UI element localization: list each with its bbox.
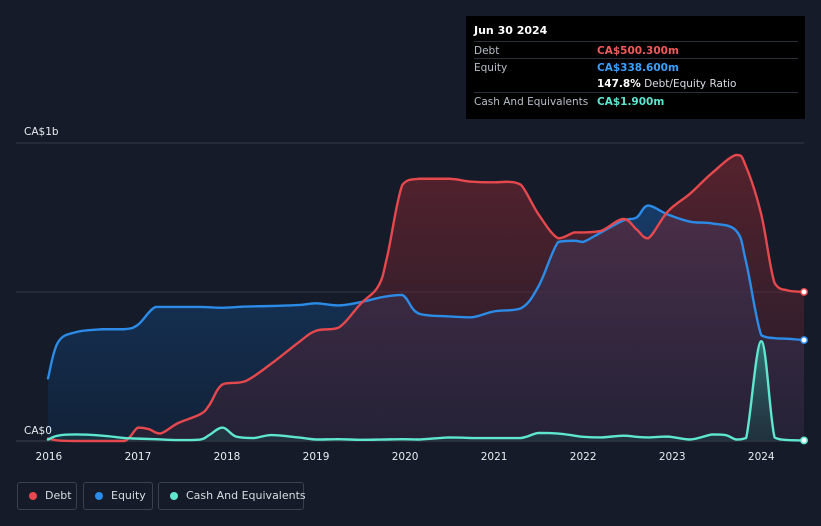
- legend-equity-dot: [95, 492, 103, 500]
- x-tick-2019: 2019: [303, 451, 330, 463]
- endpoint-equity[interactable]: [800, 336, 808, 345]
- x-tick-2024: 2024: [748, 451, 775, 463]
- legend-cash-label: Cash And Equivalents: [186, 489, 306, 502]
- x-tick-2022: 2022: [570, 451, 597, 463]
- tooltip-ratio-value: 147.8%: [597, 78, 641, 90]
- data-tooltip: Jun 30 2024 Debt CA$500.300m Equity CA$3…: [466, 16, 805, 119]
- tooltip-debt-value: CA$500.300m: [597, 45, 679, 57]
- tooltip-row-equity: Equity CA$338.600m: [474, 58, 798, 76]
- tooltip-equity-value: CA$338.600m: [597, 62, 679, 74]
- x-tick-2018: 2018: [214, 451, 241, 463]
- tooltip-row-debt: Debt CA$500.300m: [474, 41, 798, 59]
- legend-item-debt[interactable]: Debt: [17, 482, 77, 510]
- tooltip-row-ratio: 147.8% Debt/Equity Ratio: [474, 75, 798, 92]
- y-axis-bottom-label: CA$0: [24, 425, 52, 437]
- x-axis-ticks: 2016 2017 2018 2019 2020 2021 2022 2023 2024: [36, 451, 775, 463]
- x-tick-2021: 2021: [481, 451, 508, 463]
- area-debt: [48, 154, 804, 442]
- x-tick-2016: 2016: [36, 451, 63, 463]
- tooltip-ratio-text: Debt/Equity Ratio: [644, 78, 737, 90]
- legend-item-equity[interactable]: Equity: [83, 482, 153, 510]
- tooltip-cash-label: Cash And Equivalents: [474, 96, 589, 108]
- endpoint-debt[interactable]: [800, 287, 808, 296]
- endpoint-cash-and-equivalents[interactable]: [800, 436, 808, 445]
- line-debt: [46, 153, 806, 443]
- legend-equity-label: Equity: [111, 489, 146, 502]
- x-tick-2017: 2017: [125, 451, 152, 463]
- legend-item-cash[interactable]: Cash And Equivalents: [158, 482, 306, 510]
- x-tick-2020: 2020: [392, 451, 419, 463]
- legend-cash-dot: [170, 492, 178, 500]
- tooltip-row-cash: Cash And Equivalents CA$1.900m: [474, 92, 798, 110]
- tooltip-equity-label: Equity: [474, 62, 508, 74]
- series-areas: [48, 154, 804, 442]
- tooltip-ratio: 147.8% Debt/Equity Ratio: [597, 78, 736, 90]
- tooltip-debt-label: Debt: [474, 45, 500, 57]
- line-cash-and-equivalents: [46, 339, 806, 442]
- tooltip-date: Jun 30 2024: [474, 24, 548, 37]
- y-axis-top-label: CA$1b: [24, 126, 59, 138]
- legend-debt-dot: [29, 492, 37, 500]
- line-equity: [46, 204, 806, 380]
- tooltip-cash-value: CA$1.900m: [597, 96, 665, 108]
- series-endpoints: [800, 287, 808, 445]
- legend-debt-label: Debt: [45, 489, 72, 502]
- x-tick-2023: 2023: [659, 451, 686, 463]
- series-lines: [46, 153, 806, 443]
